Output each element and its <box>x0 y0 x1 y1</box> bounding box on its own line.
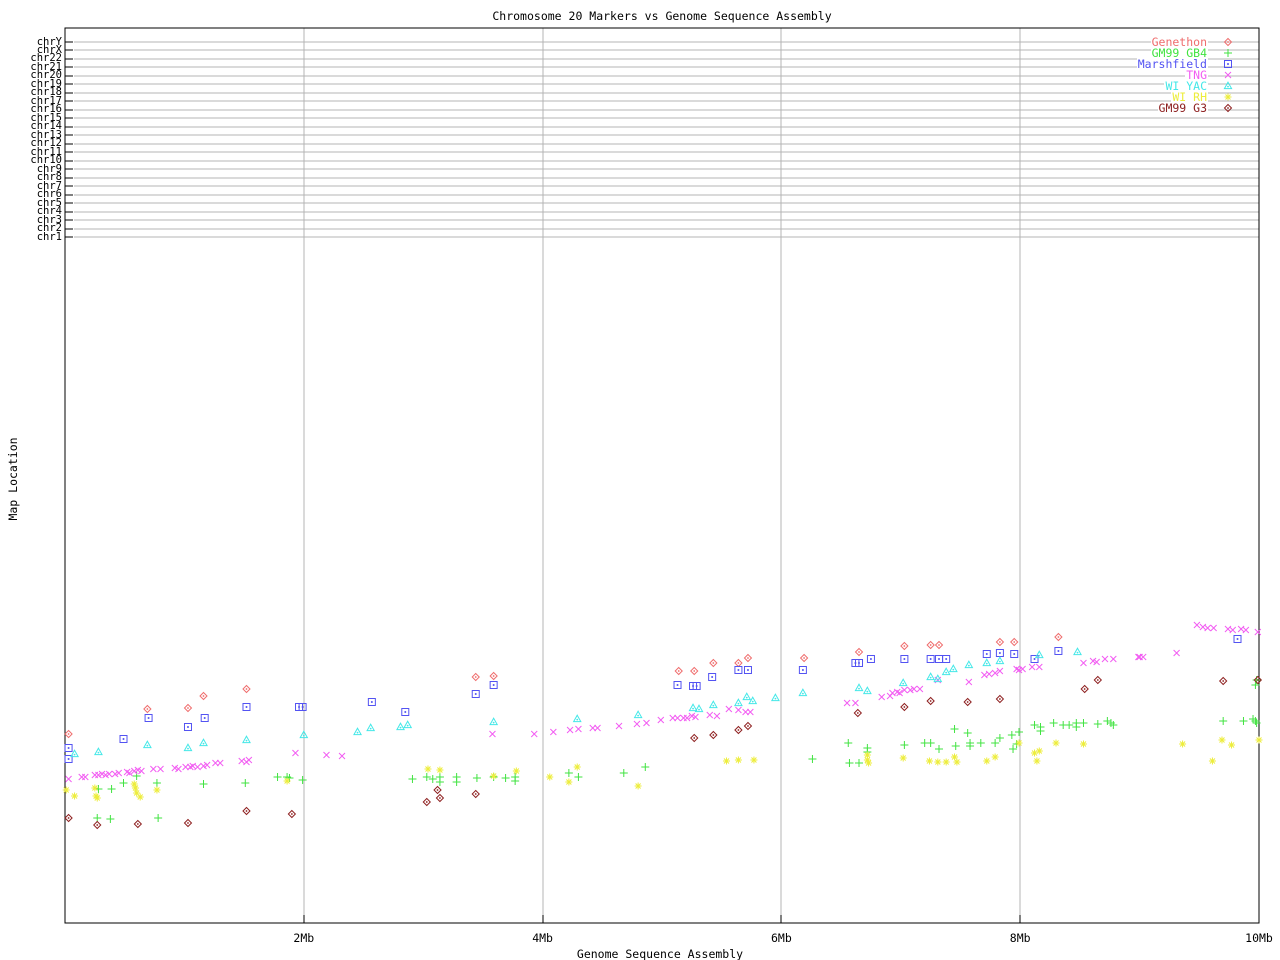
y-tick-label-chr20: chr20 <box>30 69 62 82</box>
x-tick-label-6mb: 6Mb <box>771 931 792 945</box>
y-tick-label-chr21: chr21 <box>30 60 62 73</box>
y-tick-label-chr9: chr9 <box>36 162 62 175</box>
legend-label-genethon: Genethon <box>1150 34 1208 49</box>
x-tick-label-8mb: 8Mb <box>1009 931 1031 945</box>
plot-border <box>64 27 1260 924</box>
y-tick-label-chr11: chr11 <box>30 145 62 158</box>
legend-label-marshfield: Marshfield <box>1136 56 1208 71</box>
y-tick-label-chr7: chr7 <box>36 179 62 192</box>
y-tick-label-chr16: chr16 <box>30 103 62 116</box>
series-gm99-g3 <box>64 675 1263 830</box>
x-axis-title: Genome Sequence Assembly <box>576 947 744 960</box>
y-tick-label-chr2: chr2 <box>36 222 62 235</box>
y-tick-label-chr1: chr1 <box>36 230 62 243</box>
x-tick-label-4mb: 4Mb <box>532 931 553 945</box>
y-tick-label-chr17: chr17 <box>30 94 62 107</box>
chart-title: Chromosome 20 Markers vs Genome Sequence… <box>492 9 832 23</box>
y-tick-label-chr6: chr6 <box>36 188 62 201</box>
legend-label-tng: TNG <box>1185 67 1208 82</box>
y-axis-title: Map Location <box>6 437 20 521</box>
legend-label-gm99-g3: GM99 G3 <box>1157 100 1208 115</box>
y-tick-label-chr4: chr4 <box>36 205 62 218</box>
y-tick-label-chr5: chr5 <box>36 196 62 209</box>
series-wi-yac <box>70 647 1082 758</box>
y-tick-label-chr22: chr22 <box>30 52 62 65</box>
y-tick-label-chrX: chrX <box>36 43 62 56</box>
y-tick-label-chr8: chr8 <box>36 171 62 184</box>
y-tick-label-chr18: chr18 <box>30 86 62 99</box>
y-tick-label-chrY: chrY <box>36 35 62 48</box>
y-tick-label-chr15: chr15 <box>30 111 62 124</box>
legend-label-wi-yac: WI YAC <box>1164 78 1208 93</box>
vertical-gridlines <box>303 28 1021 923</box>
y-tick-label-chr14: chr14 <box>30 120 62 133</box>
series-marshfield <box>64 635 1242 763</box>
legend-label-wi-rh: WI RH <box>1171 89 1208 104</box>
legend-label-gm99-gb4: GM99 GB4 <box>1150 45 1208 60</box>
x-tick-label-10mb: 10Mb <box>1245 931 1273 945</box>
y-tick-label-chr10: chr10 <box>30 154 62 167</box>
series-gm99-gb4 <box>93 676 1261 823</box>
y-tick-label-chr3: chr3 <box>36 213 62 226</box>
x-tick-label-2mb: 2Mb <box>293 931 315 945</box>
legend-markers <box>1223 37 1233 113</box>
y-tick-label-chr13: chr13 <box>30 128 62 141</box>
series-tng <box>65 621 1262 783</box>
series-genethon <box>64 632 1063 739</box>
y-tick-label-chr12: chr12 <box>30 137 62 150</box>
axis-ticks <box>65 41 1260 923</box>
series-wi-rh <box>62 736 1263 802</box>
chromosome-gridlines <box>74 41 1259 238</box>
y-tick-label-chr19: chr19 <box>30 77 62 90</box>
